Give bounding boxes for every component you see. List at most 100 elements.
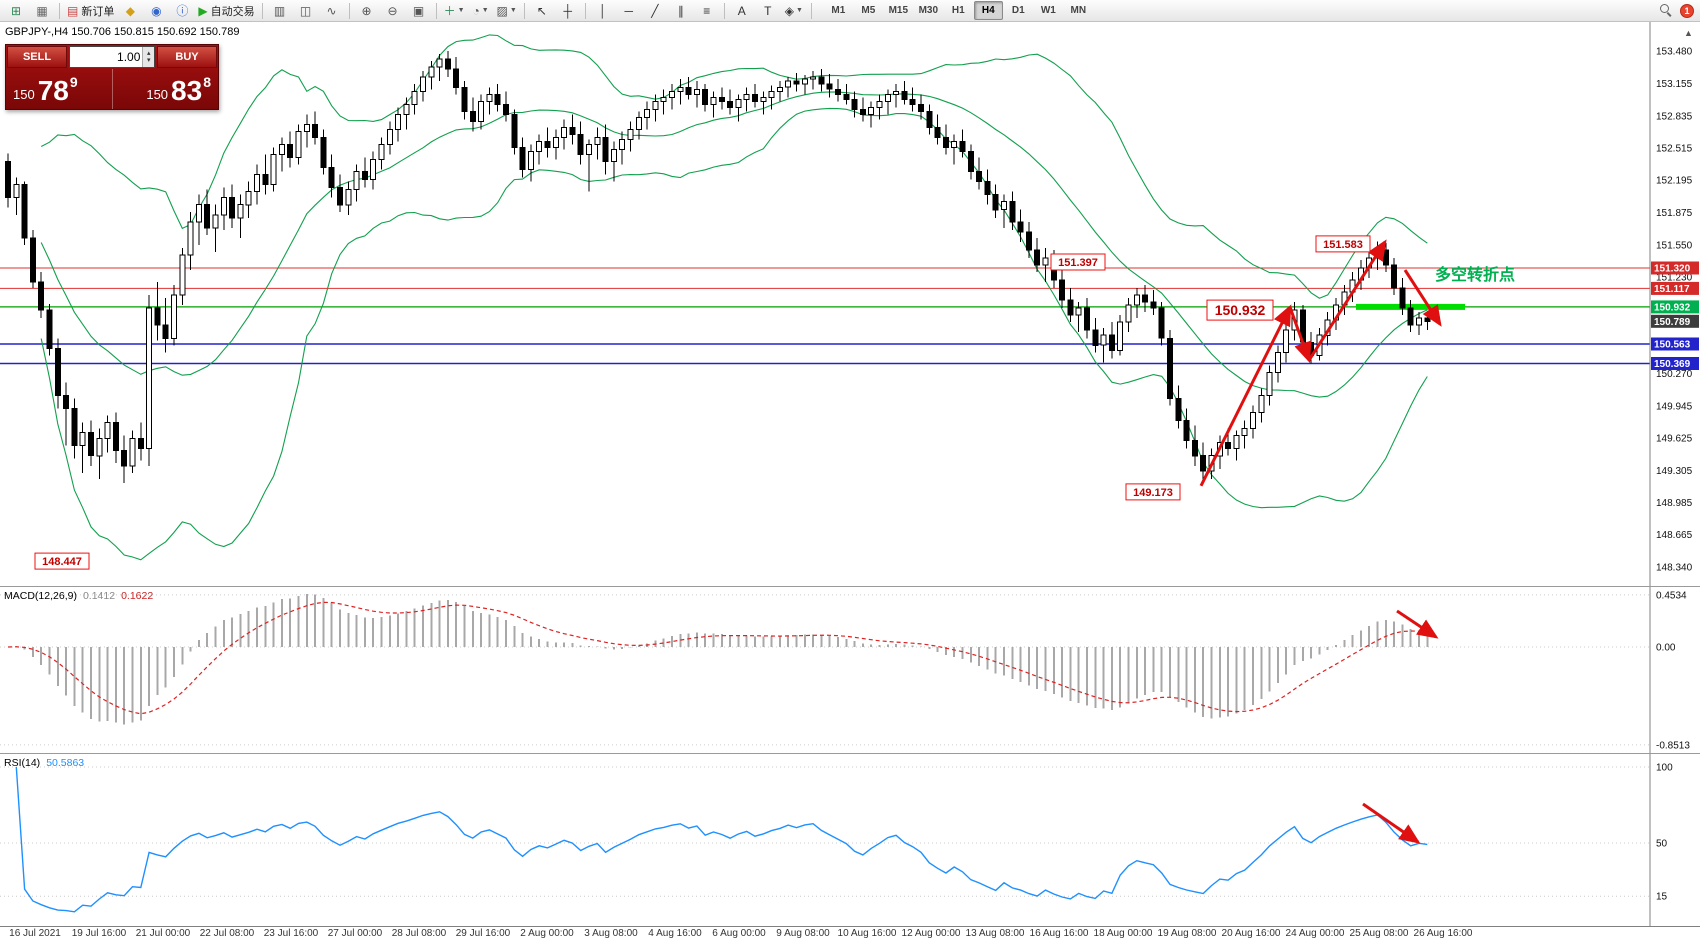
rsi-header: RSI(14) 50.5863 <box>4 757 84 769</box>
candlestick-chart-button[interactable]: ◫ <box>293 1 319 21</box>
price-annotation[interactable]: 151.583 <box>1315 235 1371 253</box>
svg-text:100: 100 <box>1656 763 1673 774</box>
main-chart-panel: 多空转折点 151.397 151.583 150.932 149.173 148.447… <box>0 22 1700 586</box>
svg-text:149.945: 149.945 <box>1656 402 1693 413</box>
svg-text:152.835: 152.835 <box>1656 111 1693 122</box>
price-annotation[interactable]: 149.173 <box>1125 483 1181 501</box>
turning-point-note[interactable]: 多空转折点 <box>1435 265 1515 284</box>
channel-button[interactable]: ∥ <box>668 1 694 21</box>
trend-arrow[interactable] <box>1403 269 1442 327</box>
symbol-info: GBPJPY-,H4 150.706 150.815 150.692 150.7… <box>5 26 240 38</box>
fibonacci-icon: ≡ <box>703 3 711 18</box>
text-button[interactable]: A <box>729 1 755 21</box>
toolbar: ⊞ ▦ ▤ 新订单 ◆ ◉ ⓘ ▶ 自动交易 ▥ ◫ ∿ ⊕ ⊖ ▣ ＋ ▼ ◔ ▼ ▨ ▼ ↖ ┼ │ ─ ╱ ∥ ≡ A T ◈ ▼ M1 M… <box>0 0 1700 22</box>
rsi-panel: 100 50 15 RSI(14) 50.5863 <box>0 753 1700 926</box>
toolbar-separator <box>435 2 437 19</box>
time-label: 21 Jul 00:00 <box>135 928 191 939</box>
bars-chart-button[interactable]: ▥ <box>267 1 293 21</box>
price-annotation[interactable]: 148.447 <box>34 552 90 570</box>
bid-big-digits: 78 <box>37 75 69 106</box>
time-axis[interactable]: 16 Jul 2021 19 Jul 16:00 21 Jul 00:00 22 Ju… <box>0 926 1700 941</box>
axis-scroll-arrow-icon[interactable]: ▲ <box>1684 28 1693 38</box>
crosshair-icon: ┼ <box>563 3 573 18</box>
spinner-up-icon[interactable]: ▴ <box>146 50 151 57</box>
price-tag: 150.932 <box>1651 300 1699 314</box>
main-chart-surface[interactable]: 多空转折点 151.397 151.583 150.932 149.173 148.447… <box>0 22 1700 586</box>
spinner-down-icon[interactable]: ▾ <box>146 57 151 64</box>
time-label: 29 Jul 16:00 <box>455 928 511 939</box>
notification-badge[interactable]: 1 <box>1680 3 1694 18</box>
tile-windows-button[interactable]: ▣ <box>406 1 432 21</box>
trend-arrow[interactable] <box>1288 306 1312 364</box>
dropdown-caret-icon: ▼ <box>509 7 517 14</box>
dropdown-caret-icon: ▼ <box>457 7 465 14</box>
templates-button[interactable]: ▨ ▼ <box>494 1 520 21</box>
trendline-button[interactable]: ╱ <box>642 1 668 21</box>
dropdown-caret-icon: ▼ <box>481 7 489 14</box>
timeframe-h1[interactable]: H1 <box>951 5 965 16</box>
price-tag: 150.563 <box>1651 337 1699 351</box>
ask-price[interactable]: 150 83 8 <box>113 69 219 109</box>
timeframe-d1[interactable]: D1 <box>1011 5 1025 16</box>
horizontal-line-button[interactable]: ─ <box>616 1 642 21</box>
bid-price[interactable]: 150 78 9 <box>6 69 113 109</box>
ask-big-digits: 83 <box>171 75 203 106</box>
time-label: 19 Jul 16:00 <box>71 928 127 939</box>
price-annotation[interactable]: 151.397 <box>1050 253 1106 271</box>
svg-text:151.397: 151.397 <box>1058 257 1098 269</box>
svg-text:151.230: 151.230 <box>1656 273 1693 284</box>
indicators-button[interactable]: ＋ ▼ <box>441 1 468 21</box>
zoom-in-button[interactable]: ⊕ <box>354 1 380 21</box>
search-icon[interactable] <box>1660 4 1673 17</box>
metaeditor-button[interactable]: ◆ <box>117 1 143 21</box>
cursor-button[interactable]: ↖ <box>529 1 555 21</box>
svg-text:151.875: 151.875 <box>1656 208 1693 219</box>
rsi-arrow[interactable] <box>1362 802 1421 844</box>
timeframe-m1[interactable]: M1 <box>831 5 846 16</box>
macd-value-main: 0.1412 <box>82 590 116 602</box>
periods-button[interactable]: ◔ ▼ <box>468 1 494 21</box>
dropdown-caret-icon: ▼ <box>795 7 803 14</box>
rsi-line <box>15 766 1428 913</box>
new-order-icon: ▤ <box>67 3 79 18</box>
time-label: 12 Aug 00:00 <box>901 928 961 939</box>
ask-pip-digit: 8 <box>203 74 211 90</box>
svg-text:151.320: 151.320 <box>1654 264 1691 275</box>
new-order-button[interactable]: ▤ 新订单 <box>64 1 117 21</box>
toolbar-right-group: 1 <box>1660 3 1697 18</box>
price-annotation[interactable]: 150.932 <box>1206 299 1274 321</box>
crosshair-button[interactable]: ┼ <box>555 1 581 21</box>
timeframe-switcher: M1 M5 M15 M30 H1 H4 D1 W1 MN <box>824 1 1093 20</box>
shapes-button[interactable]: ◈ ▼ <box>781 1 807 21</box>
fibonacci-button[interactable]: ≡ <box>694 1 720 21</box>
macd-arrow[interactable] <box>1396 609 1439 639</box>
timeframe-w1[interactable]: W1 <box>1040 5 1056 16</box>
vertical-line-button[interactable]: │ <box>590 1 616 21</box>
help-button[interactable]: ⓘ <box>169 1 195 21</box>
label-button[interactable]: T <box>755 1 781 21</box>
sell-button[interactable]: SELL <box>7 46 67 68</box>
volume-input[interactable] <box>70 47 143 67</box>
new-chart-button[interactable]: ⊞ <box>3 1 29 21</box>
svg-text:0.00: 0.00 <box>1656 643 1676 654</box>
zoom-out-button[interactable]: ⊖ <box>380 1 406 21</box>
trend-arrow[interactable] <box>1307 239 1387 362</box>
macd-surface[interactable]: 0.4534 0.00 -0.8513 <box>0 587 1700 753</box>
buy-button[interactable]: BUY <box>157 46 217 68</box>
rsi-surface[interactable]: 100 50 15 <box>0 754 1700 926</box>
market-watch-button[interactable]: ◉ <box>143 1 169 21</box>
toolbar-separator <box>348 2 350 19</box>
timeframe-m30[interactable]: M30 <box>918 5 939 16</box>
trade-panel-top-row: SELL ▴ ▾ BUY <box>6 45 218 69</box>
timeframe-m15[interactable]: M15 <box>888 5 909 16</box>
autotrading-button[interactable]: ▶ 自动交易 <box>195 1 257 21</box>
timeframe-mn[interactable]: MN <box>1070 5 1087 16</box>
volume-spinner[interactable]: ▴ ▾ <box>142 47 154 67</box>
bars-chart-icon: ▥ <box>273 3 286 18</box>
profiles-button[interactable]: ▦ <box>29 1 55 21</box>
trend-arrow[interactable] <box>1199 304 1292 487</box>
timeframe-h4[interactable]: H4 <box>973 1 1003 20</box>
line-chart-button[interactable]: ∿ <box>319 1 345 21</box>
timeframe-m5[interactable]: M5 <box>861 5 876 16</box>
svg-text:152.195: 152.195 <box>1656 176 1693 187</box>
